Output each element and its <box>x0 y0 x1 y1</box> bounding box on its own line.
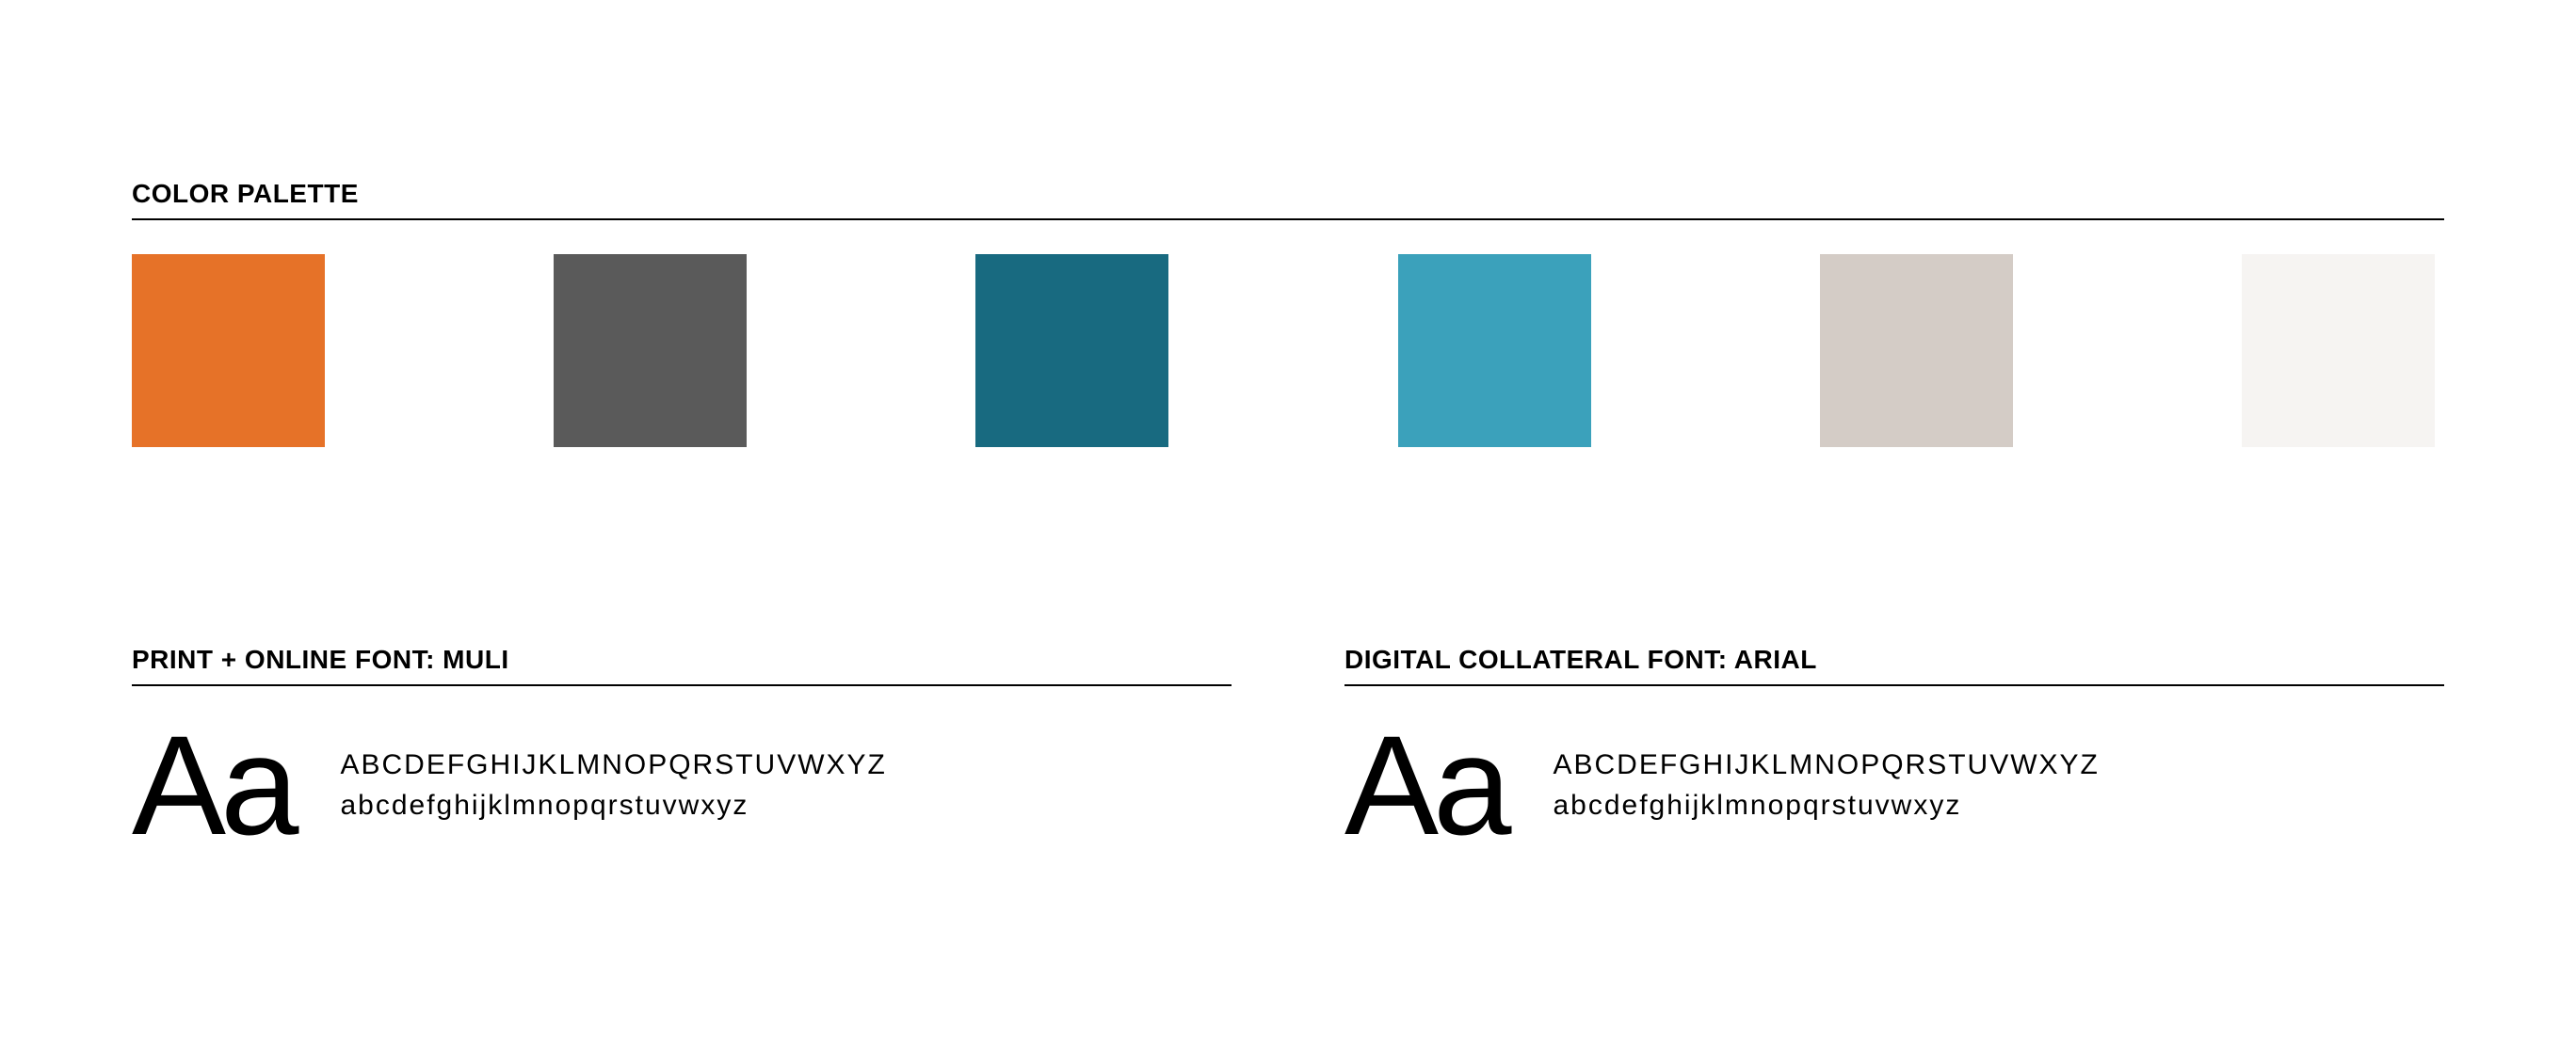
type-sample-1: Aa ABCDEFGHIJKLMNOPQRSTUVWXYZ abcdefghij… <box>1344 714 2444 856</box>
big-aa-1: Aa <box>1344 714 1505 856</box>
alpha-block-1: ABCDEFGHIJKLMNOPQRSTUVWXYZ abcdefghijklm… <box>1553 745 2099 826</box>
type-col-1: DIGITAL COLLATERAL FONT: ARIAL Aa ABCDEF… <box>1344 645 2444 856</box>
alpha-lower-0: abcdefghijklmnopqrstuvwxyz <box>340 785 886 826</box>
swatch-3 <box>1398 254 1591 447</box>
swatch-2 <box>975 254 1168 447</box>
alpha-upper-1: ABCDEFGHIJKLMNOPQRSTUVWXYZ <box>1553 745 2099 786</box>
type-heading-0: PRINT + ONLINE FONT: MULI <box>132 645 1232 686</box>
swatch-row <box>132 254 2444 447</box>
alpha-upper-0: ABCDEFGHIJKLMNOPQRSTUVWXYZ <box>340 745 886 786</box>
typography-section: PRINT + ONLINE FONT: MULI Aa ABCDEFGHIJK… <box>132 645 2444 856</box>
type-sample-0: Aa ABCDEFGHIJKLMNOPQRSTUVWXYZ abcdefghij… <box>132 714 1232 856</box>
swatch-1 <box>554 254 747 447</box>
swatch-0 <box>132 254 325 447</box>
alpha-block-0: ABCDEFGHIJKLMNOPQRSTUVWXYZ abcdefghijklm… <box>340 745 886 826</box>
swatch-5 <box>2242 254 2435 447</box>
swatch-4 <box>1820 254 2013 447</box>
color-palette-section: COLOR PALETTE <box>132 179 2444 447</box>
alpha-lower-1: abcdefghijklmnopqrstuvwxyz <box>1553 785 2099 826</box>
type-heading-1: DIGITAL COLLATERAL FONT: ARIAL <box>1344 645 2444 686</box>
type-col-0: PRINT + ONLINE FONT: MULI Aa ABCDEFGHIJK… <box>132 645 1232 856</box>
palette-heading: COLOR PALETTE <box>132 179 2444 220</box>
big-aa-0: Aa <box>132 714 293 856</box>
